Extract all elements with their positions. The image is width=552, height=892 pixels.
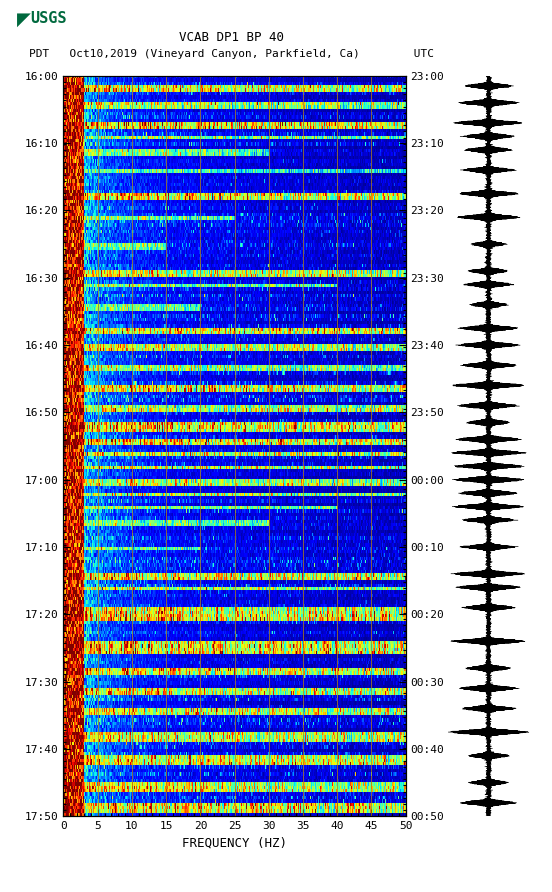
Text: ◤: ◤ bbox=[17, 11, 30, 29]
X-axis label: FREQUENCY (HZ): FREQUENCY (HZ) bbox=[182, 837, 287, 849]
Text: PDT   Oct10,2019 (Vineyard Canyon, Parkfield, Ca)        UTC: PDT Oct10,2019 (Vineyard Canyon, Parkfie… bbox=[29, 48, 434, 59]
Text: USGS: USGS bbox=[30, 11, 67, 26]
Text: VCAB DP1 BP 40: VCAB DP1 BP 40 bbox=[179, 31, 284, 44]
